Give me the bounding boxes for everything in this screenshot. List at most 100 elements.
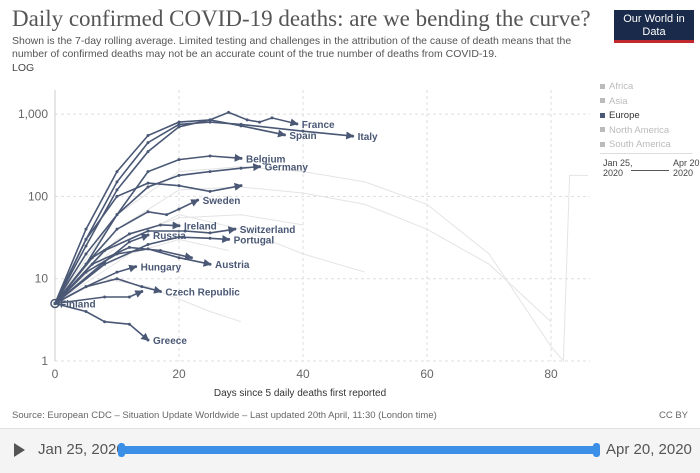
data-point xyxy=(351,134,355,138)
data-point xyxy=(165,213,169,217)
logo-text: Our World in Data xyxy=(623,13,685,38)
data-point xyxy=(258,165,262,169)
series-label: Austria xyxy=(215,260,250,271)
data-point xyxy=(127,322,131,326)
y-tick-label: 1,000 xyxy=(18,107,48,121)
timeline-start-handle[interactable] xyxy=(118,443,125,457)
series-line xyxy=(54,233,150,305)
data-point xyxy=(146,233,150,237)
series-label: Portugal xyxy=(234,235,275,246)
source-note[interactable]: Source: European CDC – Situation Update … xyxy=(12,410,437,421)
chart-title: Daily confirmed COVID-19 deaths: are we … xyxy=(12,6,591,31)
data-point xyxy=(84,237,88,241)
data-point xyxy=(115,270,119,274)
arrow-icon xyxy=(631,170,669,171)
x-tick-label: 60 xyxy=(420,367,434,381)
data-point xyxy=(115,277,119,281)
data-point xyxy=(301,129,305,133)
timeline-end-date: Apr 20, 2020 xyxy=(606,441,692,458)
series-spain: Spain xyxy=(53,118,317,305)
series-label: Greece xyxy=(153,336,187,347)
timeline-legend-start: Jan 25, 2020 xyxy=(603,158,633,178)
data-point xyxy=(84,309,88,313)
data-point xyxy=(127,232,131,236)
series-label: Sweden xyxy=(203,196,241,207)
y-tick-label: 1 xyxy=(41,354,48,368)
data-point xyxy=(134,265,138,269)
x-tick-label: 0 xyxy=(52,367,59,381)
timeline-legend-end: Apr 20, 2020 xyxy=(673,158,700,178)
series-label: France xyxy=(302,120,335,131)
data-point xyxy=(208,236,212,240)
data-point xyxy=(208,170,212,174)
data-point xyxy=(177,120,181,124)
data-point xyxy=(177,235,181,239)
data-point xyxy=(146,338,150,342)
data-point xyxy=(53,301,57,305)
data-point xyxy=(177,184,181,188)
x-tick-label: 20 xyxy=(172,367,186,381)
scale-toggle[interactable]: LOG xyxy=(12,62,35,74)
data-point xyxy=(158,249,162,253)
series-label: Hungary xyxy=(141,263,182,274)
background-series-line xyxy=(54,214,366,304)
timeline-end-handle[interactable] xyxy=(593,443,600,457)
data-point xyxy=(233,227,237,231)
series-label: Ireland xyxy=(184,222,217,233)
data-point xyxy=(146,229,150,233)
legend-item-north-america[interactable]: North America xyxy=(600,124,671,139)
series-finland: Finland xyxy=(50,298,96,310)
series-greece: Greece xyxy=(53,301,187,347)
series-italy: Italy xyxy=(53,120,378,305)
data-point xyxy=(103,249,107,253)
data-point xyxy=(177,256,181,260)
series-unlabeled-15 xyxy=(53,289,144,305)
timeline-bar: Jan 25, 2020 Apr 20, 2020 xyxy=(0,428,700,473)
series-russia: Russia xyxy=(53,231,186,305)
legend-item-south-america[interactable]: South America xyxy=(600,138,671,153)
data-point xyxy=(258,120,262,124)
data-point xyxy=(84,252,88,256)
series-label: Czech Republic xyxy=(165,287,240,298)
play-icon[interactable] xyxy=(14,443,25,457)
owid-logo[interactable]: Our World in Data xyxy=(614,10,694,43)
data-point xyxy=(177,207,181,211)
data-point xyxy=(239,156,243,160)
data-point xyxy=(90,262,94,266)
data-point xyxy=(177,173,181,177)
data-point xyxy=(208,262,212,266)
data-point xyxy=(115,194,119,198)
y-tick-label: 10 xyxy=(35,272,49,286)
legend-item-asia[interactable]: Asia xyxy=(600,95,671,110)
series-label: Spain xyxy=(289,131,316,142)
background-series-line xyxy=(54,166,589,363)
data-point xyxy=(84,227,88,231)
data-point xyxy=(84,244,88,248)
series-line xyxy=(54,290,144,305)
data-point xyxy=(270,116,274,120)
data-point xyxy=(239,184,243,188)
legend-item-africa[interactable]: Africa xyxy=(600,80,671,95)
timeline-slider-track[interactable] xyxy=(121,446,597,454)
data-point xyxy=(177,224,181,228)
data-point xyxy=(90,256,94,260)
data-point xyxy=(146,243,150,247)
data-point xyxy=(115,213,119,217)
background-series-line xyxy=(54,186,552,323)
data-point xyxy=(189,256,193,260)
data-point xyxy=(50,298,60,309)
x-axis-label: Days since 5 daily deaths first reported xyxy=(214,388,386,399)
data-point xyxy=(127,245,131,249)
data-point xyxy=(146,133,150,137)
data-point xyxy=(146,210,150,214)
license[interactable]: CC BY xyxy=(658,410,688,421)
series-label: Russia xyxy=(153,231,186,242)
series-label: Italy xyxy=(358,132,378,143)
legend-item-europe[interactable]: Europe xyxy=(600,109,671,124)
data-point xyxy=(115,170,119,174)
series-line xyxy=(54,163,262,304)
data-point xyxy=(140,285,144,289)
region-legend: Africa Asia Europe North America South A… xyxy=(600,80,671,153)
data-point xyxy=(103,320,107,324)
x-tick-label: 40 xyxy=(296,367,310,381)
